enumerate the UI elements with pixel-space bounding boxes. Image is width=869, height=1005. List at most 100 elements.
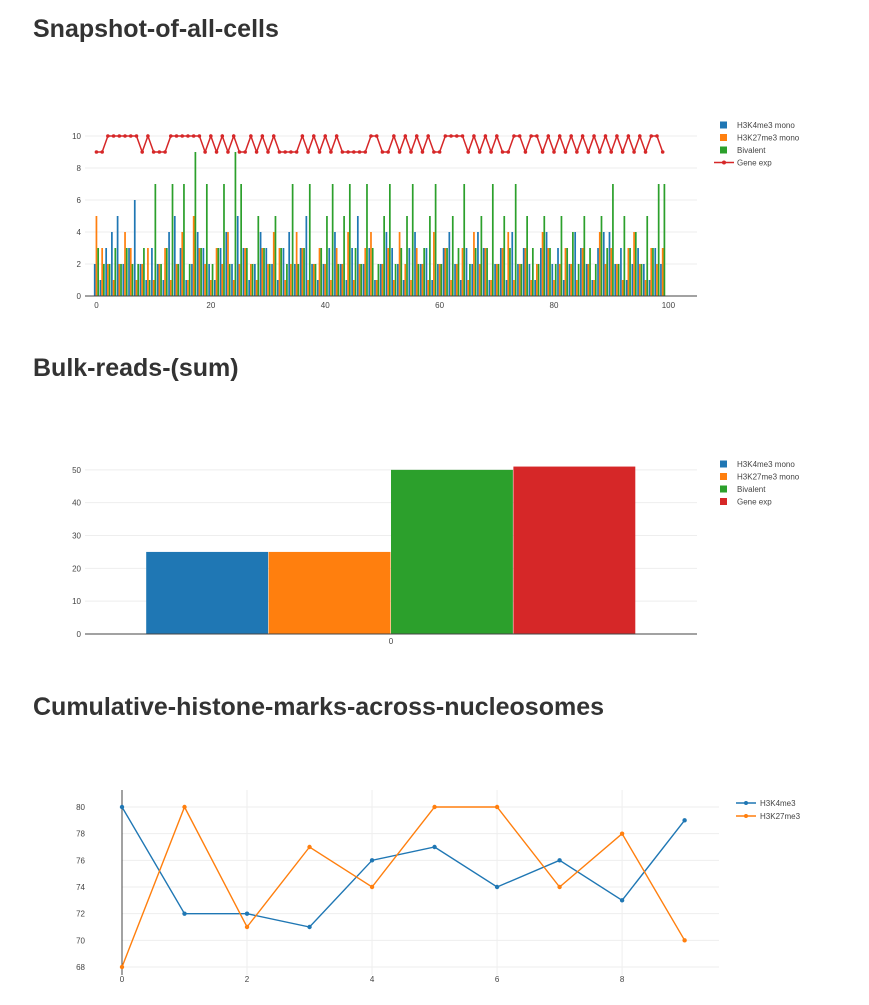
bar: [348, 184, 351, 296]
y-tick-label: 74: [76, 883, 85, 892]
gene-exp-point: [214, 150, 219, 154]
gene-exp-point: [512, 134, 516, 138]
x-tick-label: 0: [120, 975, 125, 984]
legend-swatch: [720, 121, 727, 129]
data-point: [119, 804, 125, 810]
bar: [554, 264, 557, 296]
bar: [334, 232, 336, 296]
bar: [238, 264, 241, 296]
gene-exp-point: [638, 134, 642, 138]
gene-exp-point: [237, 150, 242, 154]
gene-exp-point: [111, 134, 116, 138]
bar: [448, 232, 451, 296]
x-tick-label: 40: [321, 301, 330, 310]
bar: [530, 280, 532, 296]
bar: [589, 248, 591, 296]
bar: [200, 248, 202, 296]
bar: [657, 184, 660, 296]
gene-exp-point: [603, 134, 608, 138]
bar: [246, 248, 248, 296]
bar: [385, 232, 388, 296]
gene-exp-point: [506, 150, 511, 154]
bar: [217, 248, 220, 296]
x-tick-label: 0: [389, 637, 394, 646]
bar: [124, 232, 126, 296]
bar: [276, 280, 279, 296]
gene-exp-line: [96, 133, 664, 155]
bar: [634, 232, 637, 296]
bar: [146, 551, 269, 634]
bar: [562, 280, 565, 296]
bar: [597, 248, 599, 296]
gene-exp-point: [357, 150, 362, 154]
bar: [560, 216, 563, 296]
gene-exp-point: [243, 150, 247, 154]
gene-exp-point: [397, 150, 402, 154]
gene-exp-point: [563, 150, 568, 154]
bar: [652, 248, 654, 296]
bar: [551, 264, 554, 296]
data-point: [682, 818, 687, 823]
bar: [151, 248, 153, 296]
x-tick-label: 60: [435, 301, 444, 310]
bar: [629, 248, 631, 296]
bar: [425, 248, 428, 296]
bar: [637, 248, 639, 296]
section-title-bulk-reads: Bulk-reads-(sum): [33, 354, 239, 382]
y-tick-label: 0: [77, 292, 82, 301]
bar: [638, 264, 641, 296]
bar: [95, 216, 98, 296]
bar: [608, 232, 611, 296]
x-tick-label: 100: [662, 301, 676, 310]
bar: [263, 248, 265, 296]
bar: [397, 264, 399, 296]
bar: [351, 248, 353, 296]
bar: [465, 248, 468, 296]
gene-exp-point: [100, 150, 104, 154]
bar: [617, 264, 620, 296]
bar: [557, 248, 559, 296]
bar: [187, 280, 189, 296]
legend-label: Gene exp: [737, 159, 772, 168]
bar: [259, 232, 262, 296]
bar: [328, 248, 331, 296]
bar: [528, 264, 531, 296]
bar: [517, 264, 519, 296]
bar: [606, 248, 609, 296]
bar: [461, 248, 464, 296]
bar: [661, 248, 664, 296]
bar: [457, 248, 460, 296]
bar: [497, 264, 500, 296]
bar: [451, 216, 454, 296]
bar: [446, 248, 448, 296]
gene-exp-point: [649, 134, 654, 138]
bar: [383, 216, 385, 296]
gene-exp-point: [254, 150, 259, 154]
bar: [553, 280, 555, 296]
gene-exp-point: [226, 150, 230, 154]
bar: [169, 280, 172, 296]
series-line: [121, 805, 686, 968]
bar: [387, 248, 389, 296]
legend-swatch: [720, 460, 727, 468]
bar: [454, 264, 456, 296]
bar: [97, 248, 100, 296]
bar: [391, 248, 394, 296]
bar: [162, 280, 165, 296]
bar: [244, 248, 247, 296]
gene-exp-point: [191, 134, 196, 138]
bar: [209, 280, 212, 296]
bar: [477, 232, 479, 296]
bar: [370, 232, 372, 296]
bar: [404, 264, 407, 296]
bar: [360, 264, 363, 296]
bar: [135, 280, 138, 296]
data-point: [307, 924, 312, 930]
y-tick-label: 40: [72, 499, 81, 508]
bar: [444, 248, 447, 296]
bar: [108, 264, 111, 296]
bar: [524, 248, 527, 296]
bar: [345, 280, 348, 296]
bar: [398, 232, 401, 296]
bar: [656, 264, 658, 296]
